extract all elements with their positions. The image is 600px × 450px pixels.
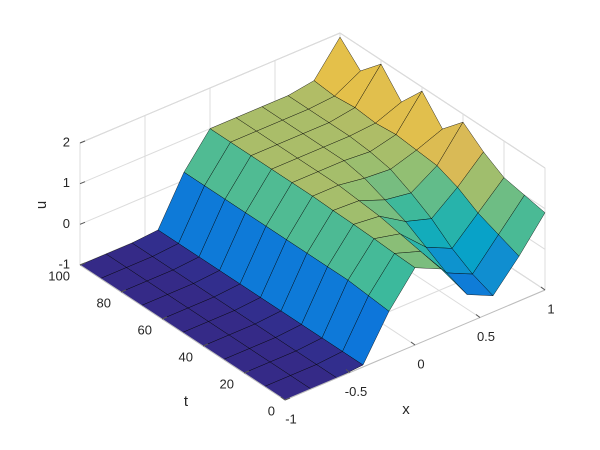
tick-mark [79,140,86,144]
x-tick-label: 0.5 [477,329,495,344]
u-axis-label: u [33,201,50,209]
x-tick-label: -0.5 [345,384,367,399]
axis-box-edge [79,264,286,401]
tick-mark [284,397,291,401]
tick-mark [280,396,286,401]
x-axis-label: x [402,401,410,418]
tick-mark [120,289,127,293]
tick-mark [243,370,250,374]
z-tick-label: -1 [58,256,70,271]
y-tick-label: 0 [268,403,275,418]
tick-mark [79,262,86,266]
z-tick-label: 1 [63,175,70,190]
y-tick-label: 80 [97,295,111,310]
t-axis-label: t [184,393,189,410]
z-tick-label: 0 [63,216,70,231]
y-tick-label: 100 [48,268,70,283]
x-tick-label: 0 [417,356,424,371]
grid-line [79,32,341,144]
tick-mark [540,286,546,291]
y-tick-label: 40 [179,349,193,364]
y-tick-label: 20 [220,376,234,391]
y-tick-label: 60 [138,322,152,337]
tick-mark [345,369,351,373]
tick-mark [79,221,86,225]
x-tick-label: -1 [285,411,297,426]
grid-line [339,32,546,169]
z-tick-label: 2 [63,134,70,149]
tick-mark [161,316,168,320]
tick-mark [202,343,209,347]
x-tick-label: 1 [547,301,554,316]
tick-mark [410,341,416,346]
tick-mark [79,181,86,185]
tick-mark [475,314,481,318]
surface [79,36,546,401]
